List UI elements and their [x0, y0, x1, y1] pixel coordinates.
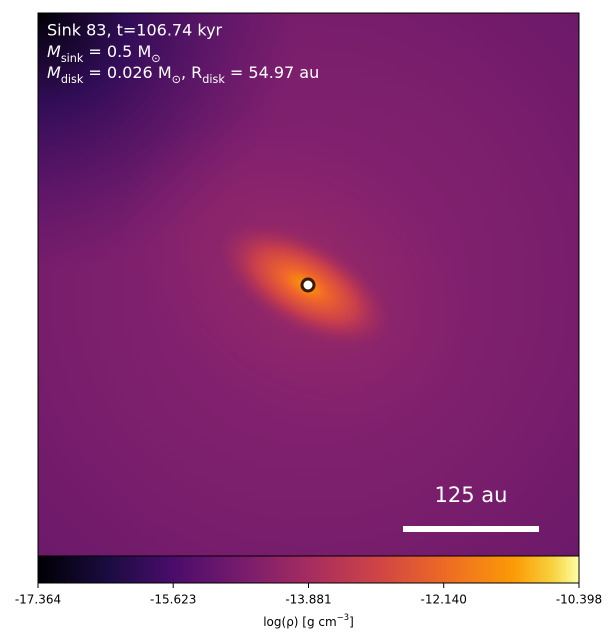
text-part: = 0.5 M	[83, 42, 151, 61]
tick-label: -10.398	[556, 593, 602, 607]
text-part: ⊙	[172, 73, 181, 86]
text-part: disk	[202, 73, 225, 86]
sink-marker	[300, 277, 316, 293]
text-part: log(ρ) [g cm	[263, 615, 337, 629]
text-part: = 0.026 M	[83, 63, 171, 82]
scale-bar-label: 125 au	[435, 483, 508, 507]
tick-label: -13.881	[285, 593, 331, 607]
annotation: Sink 83, t=106.74 kyr	[47, 21, 223, 40]
scale-bar	[403, 526, 539, 532]
text-part: −3	[337, 612, 349, 622]
colorbar-label: log(ρ) [g cm−3]	[263, 612, 354, 629]
text-part: ⊙	[151, 52, 160, 65]
text-part: ]	[349, 615, 354, 629]
density-map: 125 au	[38, 13, 579, 556]
annotation: Msink = 0.5 M⊙	[47, 42, 161, 65]
text-part: M	[47, 63, 61, 82]
text-part: sink	[61, 52, 84, 65]
text-part: disk	[61, 73, 84, 86]
text-part: = 54.97 au	[225, 63, 319, 82]
tick-label: -17.364	[15, 593, 61, 607]
colorbar-axis: -17.364 -15.623 -13.881 -12.140 -10.398 log(ρ…	[15, 583, 602, 629]
annotation: Mdisk = 0.026 M⊙, Rdisk = 54.97 au	[47, 63, 319, 86]
colorbar	[37, 555, 580, 584]
tick-label: -15.623	[150, 593, 196, 607]
tick-label: -12.140	[421, 593, 467, 607]
text-part: M	[47, 42, 61, 61]
text-part: , R	[181, 63, 202, 82]
